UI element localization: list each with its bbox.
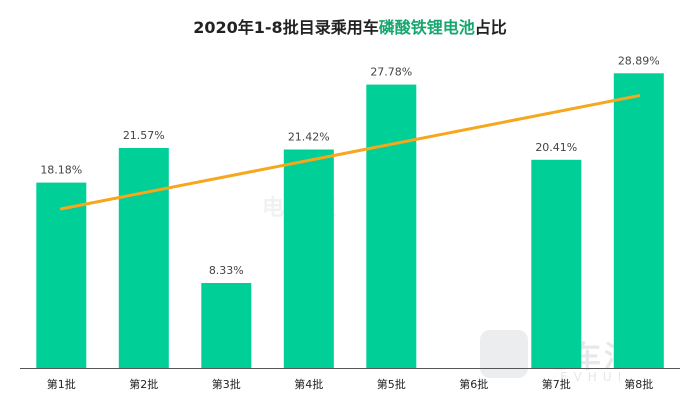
x-tick-label-5: 第5批	[377, 377, 406, 391]
x-tick-label-6: 第6批	[459, 377, 488, 391]
x-tick-label-2: 第2批	[129, 377, 158, 391]
x-tick-label-4: 第4批	[294, 377, 323, 391]
x-tick-label-7: 第7批	[542, 377, 571, 391]
trend-line	[59, 94, 641, 211]
chart-title-suffix: 占比	[474, 18, 507, 37]
evhui-logo-icon	[480, 330, 528, 378]
bar-5	[366, 84, 417, 368]
data-label-1: 18.18%	[40, 164, 82, 177]
data-label-3: 8.33%	[209, 264, 244, 277]
bar-8	[613, 73, 664, 369]
chart-title-highlight: 磷酸铁锂电池	[378, 18, 475, 37]
bar-4	[283, 149, 334, 368]
x-tick-label-1: 第1批	[47, 377, 76, 391]
bar-7	[531, 159, 582, 368]
data-label-4: 21.42%	[288, 131, 330, 144]
chart-title-prefix: 2020年1-8批目录乘用车	[193, 18, 379, 37]
bar-1	[36, 182, 87, 368]
chart-title: 2020年1-8批目录乘用车磷酸铁锂电池占比	[0, 14, 700, 38]
x-tick-label-8: 第8批	[624, 377, 653, 391]
data-label-8: 28.89%	[618, 54, 660, 67]
bar-2	[118, 148, 169, 368]
data-label-5: 27.78%	[370, 66, 412, 79]
bar-3	[201, 283, 252, 368]
x-tick-label-3: 第3批	[212, 377, 241, 391]
data-label-7: 20.41%	[535, 141, 577, 154]
data-label-2: 21.57%	[123, 129, 165, 142]
watermark-brand-sub: EVHUI	[560, 370, 628, 384]
